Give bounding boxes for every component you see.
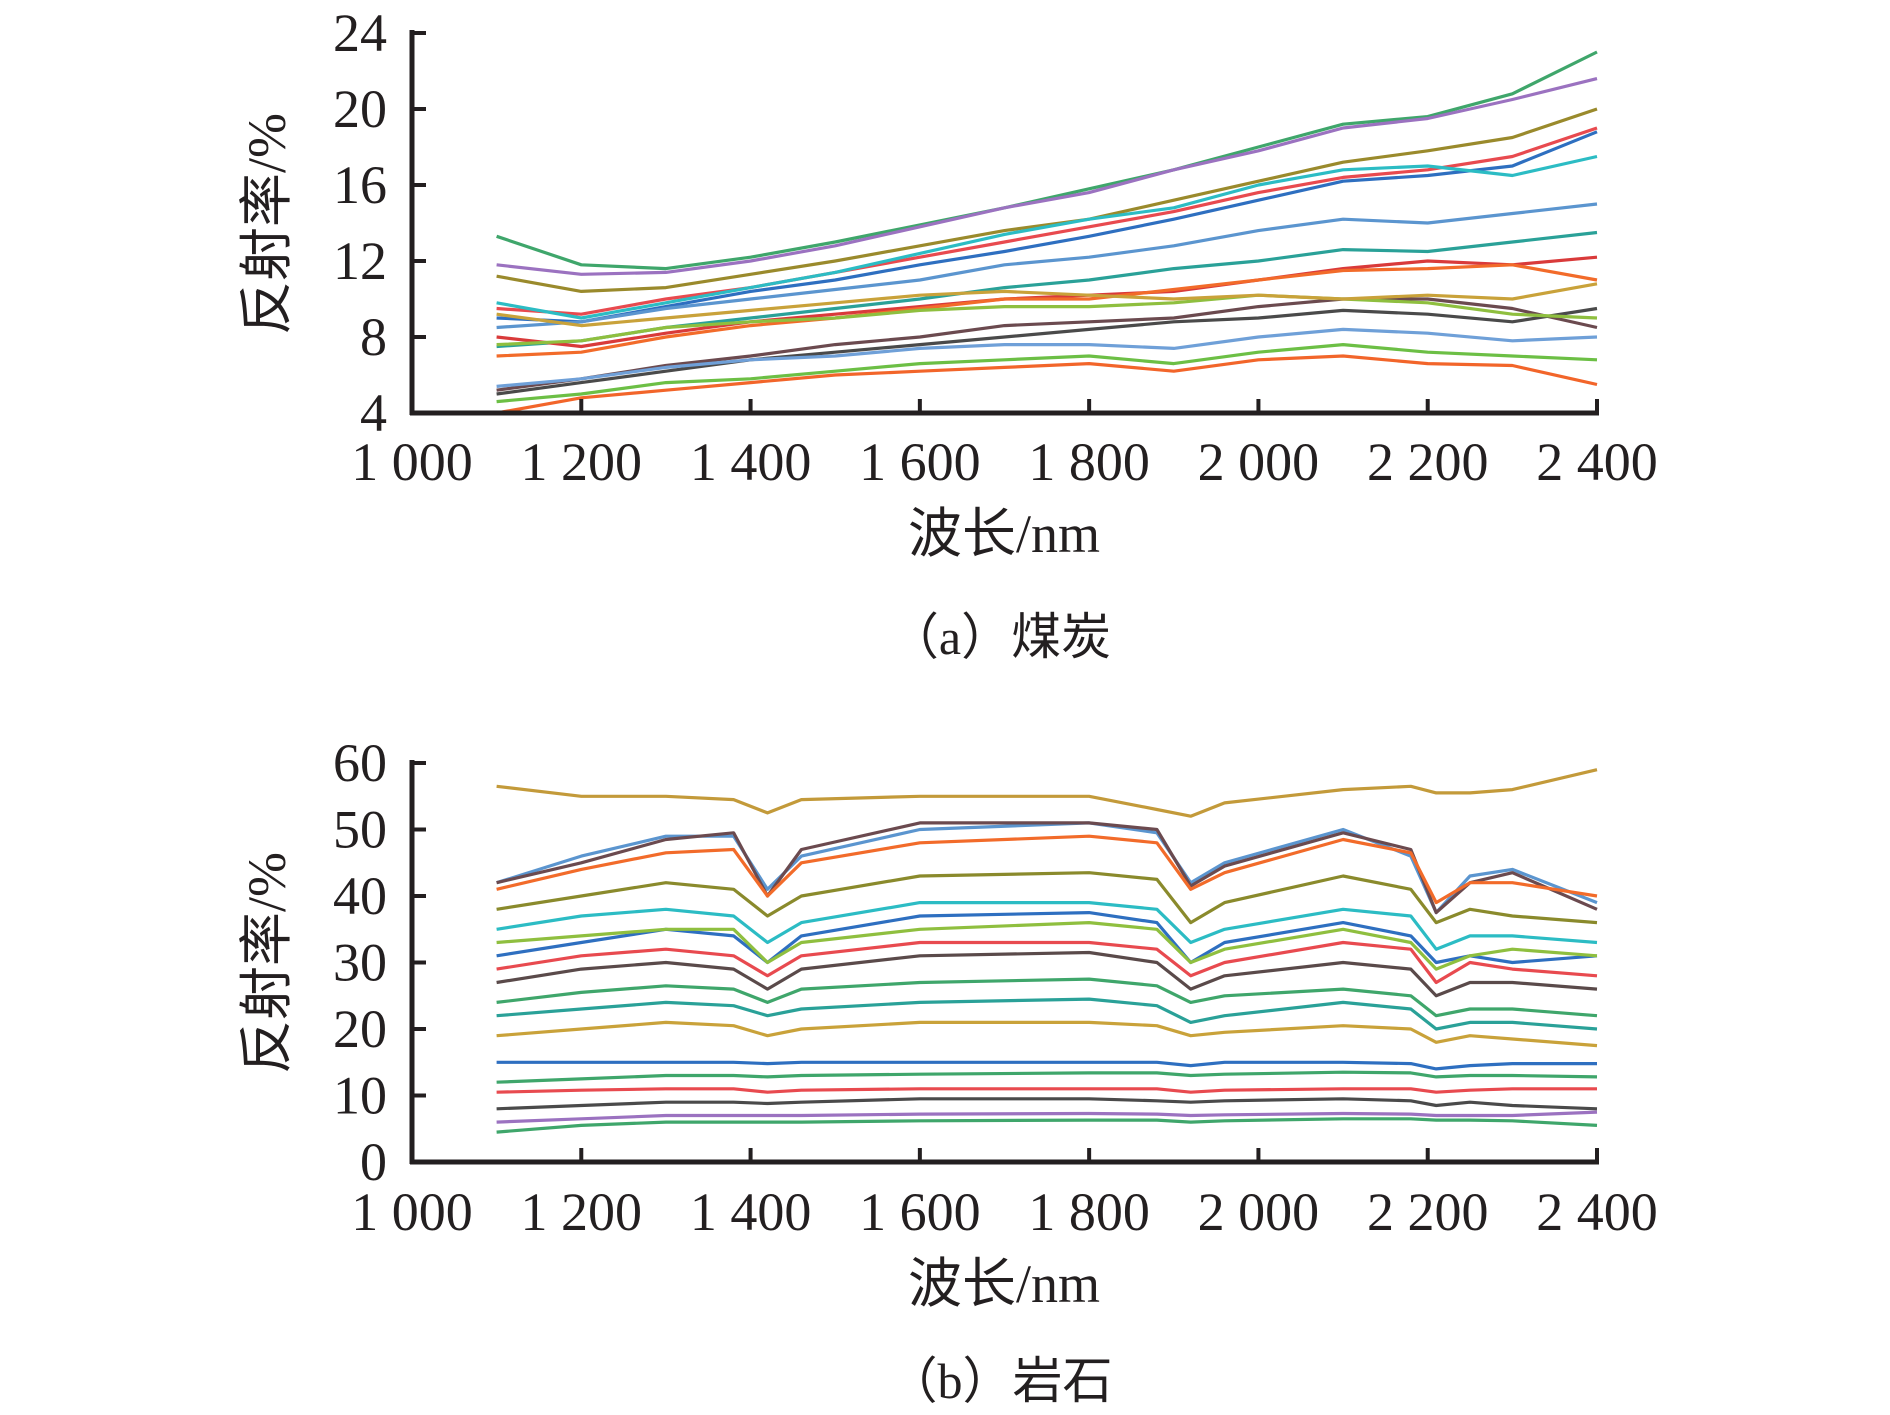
series-line-3 [496,821,1598,915]
y-tick-label: 10 [333,1066,387,1126]
y-tick-label: 20 [333,999,387,1059]
y-tick-label: 30 [333,933,387,993]
x-tick-label: 2 000 [1198,1182,1320,1242]
y-tick-label: 4 [360,383,387,443]
panel-caption: （a）煤炭 [889,609,1111,665]
x-tick-label: 1 600 [859,432,981,492]
series-line-16 [496,293,1598,347]
y-axis-title: 反射率/% [237,852,297,1074]
series-line-6 [496,202,1598,330]
series-line-13 [496,1020,1598,1048]
series-line-6 [496,900,1598,951]
series-line-17 [496,1097,1598,1111]
series-line-14 [496,1060,1597,1071]
x-tick-label: 1 600 [859,1182,981,1242]
x-tick-label: 1 800 [1028,1182,1150,1242]
x-tick-label: 2 000 [1198,432,1320,492]
y-tick-label: 12 [333,231,387,291]
x-tick-label: 1 000 [351,432,473,492]
series-line-16 [496,1087,1597,1094]
y-tick-label: 16 [333,155,387,215]
series-line-7 [496,154,1598,320]
series-line-15 [496,1070,1598,1084]
series-line-11 [496,977,1598,1018]
x-axis-title: 波长/nm [908,1254,1100,1314]
series-line-5 [496,871,1598,925]
series-line-4 [496,126,1598,316]
x-axis-title: 波长/nm [908,504,1100,564]
panel-caption: （b）岩石 [888,1353,1113,1409]
y-tick-label: 0 [360,1132,387,1192]
x-tick-label: 1 400 [690,432,812,492]
x-tick-label: 1 400 [690,1182,812,1242]
series-line-12 [496,997,1598,1031]
series-line-1 [496,768,1598,818]
series-line-14 [496,343,1598,404]
y-tick-label: 24 [333,3,387,63]
series-line-2 [496,77,1598,276]
series-line-17 [496,282,1598,328]
series-line-10 [496,263,1598,358]
series-line-18 [496,1110,1598,1124]
series-line-15 [496,354,1598,415]
series-line-10 [496,950,1598,998]
series-line-9 [496,920,1598,971]
x-tick-label: 1 800 [1028,432,1150,492]
y-tick-label: 20 [333,79,387,139]
series-group [496,50,1598,415]
panel-a-coal: 波长/nm 反射率/% （a）煤炭 1 000 1 200 1 400 1 600 1 … [237,3,1658,665]
series-line-5 [496,130,1598,324]
series-line-12 [496,306,1598,396]
series-line-4 [496,834,1598,905]
x-tick-label: 1 000 [351,1182,473,1242]
x-tick-label: 2 400 [1536,432,1658,492]
x-tick-label: 2 400 [1536,1182,1658,1242]
series-group [496,768,1598,1134]
series-line-9 [496,255,1598,349]
x-tick-label: 2 200 [1367,432,1489,492]
series-line-1 [496,50,1598,271]
series-line-19 [496,1117,1598,1134]
y-tick-label: 60 [333,733,387,793]
y-tick-label: 40 [333,866,387,926]
y-axis-title: 反射率/% [237,113,297,335]
x-tick-label: 1 200 [521,432,643,492]
series-line-3 [496,107,1598,293]
series-line-13 [496,327,1598,388]
x-tick-label: 1 200 [521,1182,643,1242]
x-tick-label: 2 200 [1367,1182,1489,1242]
series-line-11 [496,297,1598,392]
y-tick-label: 8 [360,307,387,367]
panel-b-rock: 波长/nm 反射率/% （b）岩石 1 000 1 200 1 400 1 600 1 … [237,733,1658,1409]
y-tick-label: 50 [333,800,387,860]
series-line-7 [496,910,1598,965]
series-line-8 [496,940,1598,985]
